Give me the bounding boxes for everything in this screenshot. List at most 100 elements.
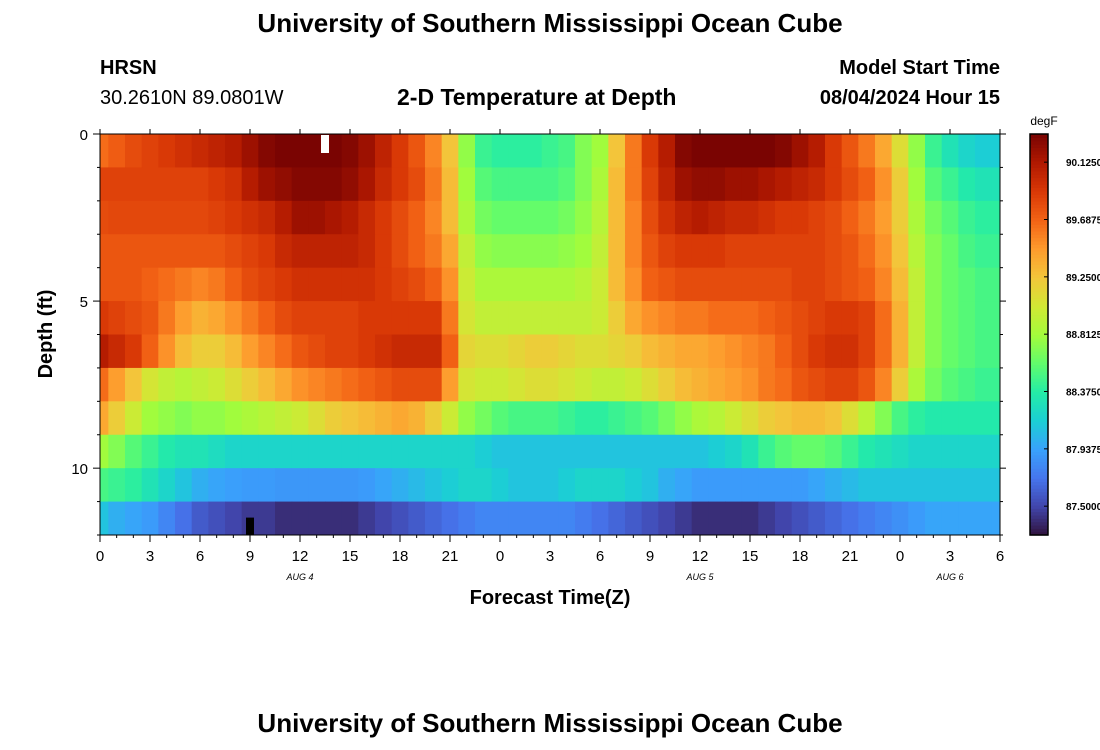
heat-cell <box>608 167 626 202</box>
heat-cell <box>341 167 359 202</box>
heat-cell <box>741 501 759 535</box>
heat-cell <box>608 501 626 535</box>
heat-cell <box>141 167 159 202</box>
heat-cell <box>758 267 776 302</box>
heat-cell <box>100 134 109 169</box>
heat-cell <box>441 134 459 169</box>
heat-cell <box>791 367 809 402</box>
x-tick-label: 6 <box>996 548 1004 565</box>
heat-cell <box>558 134 576 169</box>
colorbar-segment <box>1030 441 1048 446</box>
heat-cell <box>675 401 693 436</box>
heat-cell <box>191 200 209 235</box>
heat-cell <box>608 267 626 302</box>
heat-cell <box>375 200 393 235</box>
heat-cell <box>708 234 726 269</box>
colorbar-segment <box>1030 214 1048 219</box>
heat-cell <box>741 200 759 235</box>
heat-cell <box>925 267 943 302</box>
heat-cell <box>125 334 143 369</box>
colorbar-tick-label: 87.50000 <box>1066 502 1100 513</box>
heat-cell <box>991 200 1000 235</box>
heat-cell <box>525 301 543 336</box>
heat-cell <box>358 468 376 503</box>
heat-cell <box>241 434 259 469</box>
heat-cell <box>408 434 426 469</box>
heat-cell <box>858 200 876 235</box>
heat-cell <box>808 267 826 302</box>
colorbar-segment <box>1030 180 1048 185</box>
colorbar-segment <box>1030 401 1048 406</box>
heat-cell <box>758 167 776 202</box>
x-tick-label: 9 <box>646 548 654 565</box>
heat-cell <box>425 367 443 402</box>
heat-cell <box>158 334 176 369</box>
heat-cell <box>141 334 159 369</box>
heat-cell <box>458 367 476 402</box>
heat-cell <box>291 334 309 369</box>
colorbar-segment <box>1030 421 1048 426</box>
colorbar-segment <box>1030 297 1048 302</box>
colorbar-segment <box>1030 254 1048 259</box>
heat-cell <box>391 134 409 169</box>
heat-cell <box>108 134 126 169</box>
heat-cell <box>541 434 559 469</box>
y-axis: 0 5 10 <box>71 127 1006 536</box>
x-tick-label: 0 <box>896 548 904 565</box>
heat-cell <box>841 468 859 503</box>
heat-cell <box>325 401 343 436</box>
heat-cell <box>641 401 659 436</box>
colorbar-segment <box>1030 321 1048 326</box>
heat-cell <box>858 267 876 302</box>
heat-cell <box>741 401 759 436</box>
heat-cell <box>258 167 276 202</box>
colorbar-segment <box>1030 317 1048 322</box>
heat-cell <box>975 234 993 269</box>
heat-cell <box>108 401 126 436</box>
heat-cell <box>291 267 309 302</box>
heat-cell <box>675 167 693 202</box>
heat-cell <box>741 334 759 369</box>
heat-cell <box>358 434 376 469</box>
colorbar-segment <box>1030 397 1048 402</box>
heat-cell <box>908 434 926 469</box>
colorbar-tick-label: 89.25000 <box>1066 273 1100 284</box>
heat-cell <box>491 200 509 235</box>
heat-cell <box>508 434 526 469</box>
heat-cell <box>975 334 993 369</box>
heat-cell <box>891 468 909 503</box>
heat-cell <box>675 434 693 469</box>
heat-cell <box>208 234 226 269</box>
heat-cell <box>241 367 259 402</box>
colorbar-segment <box>1030 411 1048 416</box>
heat-cell <box>425 200 443 235</box>
heat-cell <box>108 334 126 369</box>
heat-cell <box>608 301 626 336</box>
heat-cell <box>541 167 559 202</box>
heat-cell <box>475 267 493 302</box>
heat-cell <box>158 234 176 269</box>
colorbar-segment <box>1030 424 1048 429</box>
x-tick-label: 6 <box>596 548 604 565</box>
model-start-time: 08/04/2024 Hour 15 <box>819 87 1000 109</box>
colorbar-tick-label: 89.68750 <box>1066 216 1100 227</box>
heat-cell <box>725 468 743 503</box>
heat-cell <box>241 301 259 336</box>
colorbar-segment <box>1030 357 1048 362</box>
colorbar-segment <box>1030 217 1048 222</box>
heat-cell <box>391 401 409 436</box>
heat-cell <box>458 267 476 302</box>
heat-cell <box>891 134 909 169</box>
heat-cell <box>491 267 509 302</box>
heat-cell <box>741 234 759 269</box>
heat-cell <box>958 334 976 369</box>
heat-cell <box>691 468 709 503</box>
heat-cell <box>558 267 576 302</box>
heat-cell <box>791 134 809 169</box>
heat-cell <box>241 200 259 235</box>
heat-cell <box>541 367 559 402</box>
heat-cell <box>825 434 843 469</box>
heat-cell <box>625 468 643 503</box>
colorbar-segment <box>1030 511 1048 516</box>
colorbar-segment <box>1030 327 1048 332</box>
